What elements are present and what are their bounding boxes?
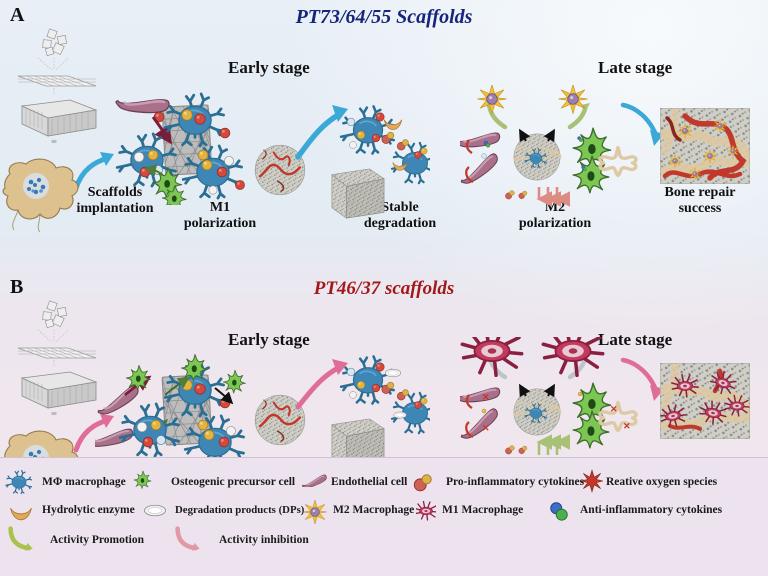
svg-text:✕: ✕ — [623, 421, 631, 431]
svg-text:✕: ✕ — [610, 404, 618, 414]
svg-text:✕: ✕ — [482, 392, 490, 402]
svg-text:✕: ✕ — [482, 423, 490, 433]
